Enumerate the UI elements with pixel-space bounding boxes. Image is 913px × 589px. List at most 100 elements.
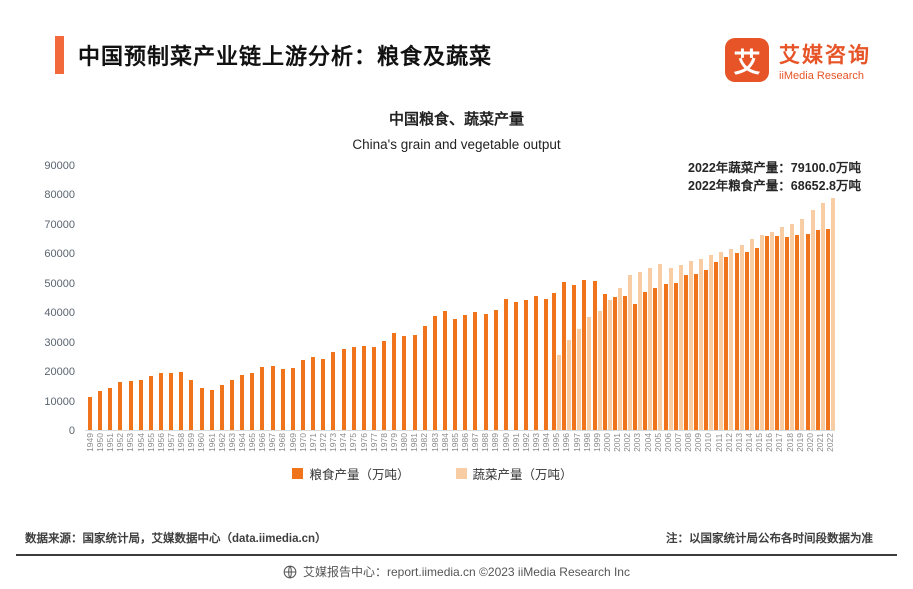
- x-tick-label: 2007: [672, 433, 683, 452]
- grain-bar-2022: [825, 228, 830, 430]
- vegetable-bar-1995: [557, 354, 562, 430]
- vegetable-bar-1996: [567, 339, 572, 430]
- data-source: 数据来源：国家统计局，艾媒数据中心（data.iimedia.cn）: [25, 533, 327, 545]
- x-tick-label: 1984: [439, 433, 450, 452]
- year-group-1988: [480, 166, 490, 430]
- grain-bar-2003: [633, 303, 638, 430]
- x-tick-label: 1954: [135, 433, 146, 452]
- x-tick-label: 1972: [318, 433, 329, 452]
- grain-bar-2006: [663, 283, 668, 430]
- x-tick-label: 1951: [105, 433, 116, 452]
- year-group-1952: [115, 166, 125, 430]
- grain-bar-2015: [754, 247, 759, 430]
- legend-label: 粮食产量（万吨）: [309, 467, 410, 482]
- x-tick-label: 2000: [601, 433, 612, 452]
- grain-bar-1993: [534, 296, 539, 430]
- grain-bar-1995: [552, 293, 557, 430]
- footer: 数据来源：国家统计局，艾媒数据中心（data.iimedia.cn） 注：以国家…: [0, 530, 913, 589]
- year-group-1987: [470, 166, 480, 430]
- x-tick-label: 1961: [206, 433, 217, 452]
- year-group-2002: [622, 166, 633, 430]
- year-group-1962: [217, 166, 227, 430]
- year-group-1974: [339, 166, 349, 430]
- x-tick-label: 1950: [94, 433, 105, 452]
- grain-bar-2021: [815, 229, 820, 430]
- grain-bar-2009: [694, 274, 698, 430]
- vegetable-bar-2020: [810, 210, 815, 430]
- year-group-1997: [572, 166, 582, 430]
- grain-bar-1951: [108, 387, 113, 430]
- x-tick-label: 1962: [216, 433, 227, 452]
- year-group-1969: [288, 166, 298, 430]
- x-tick-label: 1986: [460, 433, 471, 452]
- grain-bar-1971: [311, 356, 316, 430]
- grain-bar-1980: [402, 335, 407, 430]
- grain-bar-1982: [422, 326, 427, 430]
- grain-bar-1998: [582, 279, 587, 430]
- grain-bar-1983: [432, 316, 437, 430]
- year-group-2014: [744, 166, 754, 430]
- grain-bar-1950: [98, 391, 103, 430]
- vegetable-bar-1997: [577, 328, 582, 430]
- grain-bar-1992: [524, 300, 529, 430]
- year-group-2012: [724, 166, 734, 430]
- x-tick-label: 1966: [257, 433, 268, 452]
- chart-title-en: China's grain and vegetable output: [352, 137, 561, 152]
- year-group-2021: [815, 166, 825, 430]
- year-group-2004: [643, 166, 653, 430]
- x-tick-label: 1993: [531, 433, 541, 452]
- year-group-1981: [410, 166, 420, 430]
- year-group-1979: [389, 166, 399, 430]
- vegetable-bar-2003: [638, 271, 643, 430]
- x-axis: 1949 1950 1951 1952 1953 1954 1955 1956 1957 1958…: [30, 433, 835, 452]
- y-tick-label: 60000: [44, 248, 75, 261]
- bar-chart: 0 10000 20000 30000 40000 50000 60000 70000 8000…: [30, 160, 835, 483]
- year-group-2005: [653, 166, 663, 430]
- x-tick-label: 1979: [389, 433, 400, 452]
- x-tick-label: 1991: [510, 433, 521, 452]
- vegetable-bar-2012: [729, 248, 734, 430]
- y-tick-label: 50000: [44, 277, 75, 290]
- year-group-1993: [531, 166, 541, 430]
- x-tick-label: 2003: [632, 433, 643, 452]
- year-group-1949: [85, 166, 95, 430]
- year-group-1965: [247, 166, 257, 430]
- year-group-2010: [704, 166, 714, 430]
- header: 中国预制菜产业链上游分析：粮食及蔬菜 艾 艾媒咨询 iiMedia Resear…: [0, 0, 913, 82]
- vegetable-bar-2014: [749, 239, 754, 430]
- grain-bar-1994: [544, 299, 549, 430]
- grain-bar-1952: [118, 381, 123, 430]
- y-tick-label: 70000: [44, 218, 75, 231]
- x-tick-label: 2022: [825, 433, 836, 452]
- year-group-2007: [673, 166, 683, 430]
- x-tick-label: 2017: [774, 433, 785, 452]
- x-tick-label: 1983: [429, 433, 440, 452]
- grain-bar-2008: [683, 274, 688, 430]
- year-group-2022: [825, 166, 835, 430]
- plot-area: [85, 166, 835, 431]
- x-tick-label: 2020: [804, 433, 815, 452]
- x-tick-label: 1990: [500, 433, 511, 452]
- year-group-1963: [227, 166, 237, 430]
- grain-bar-2019: [795, 235, 800, 430]
- year-group-2020: [805, 166, 815, 430]
- year-group-1985: [450, 166, 460, 430]
- legend-label: 蔬菜产量（万吨）: [472, 467, 573, 482]
- grain-bar-1989: [493, 310, 498, 430]
- vegetable-bar-2015: [759, 235, 764, 430]
- grain-bar-1959: [189, 380, 194, 430]
- grain-bar-2014: [744, 251, 749, 430]
- vegetable-bar-2021: [820, 202, 825, 430]
- x-tick-label: 2001: [612, 433, 623, 452]
- year-group-2009: [693, 166, 703, 430]
- logo-glyph: 艾: [733, 47, 761, 78]
- footnote: 注：以国家统计局公布各时间段数据为准: [666, 533, 873, 545]
- year-group-2008: [683, 166, 693, 430]
- year-group-1957: [166, 166, 176, 430]
- grain-bar-1972: [321, 359, 326, 430]
- grain-bar-1963: [230, 380, 235, 430]
- y-tick-label: 20000: [44, 366, 75, 379]
- year-group-2013: [734, 166, 744, 430]
- x-tick-label: 2004: [642, 433, 653, 452]
- x-tick-label: 1963: [226, 433, 237, 452]
